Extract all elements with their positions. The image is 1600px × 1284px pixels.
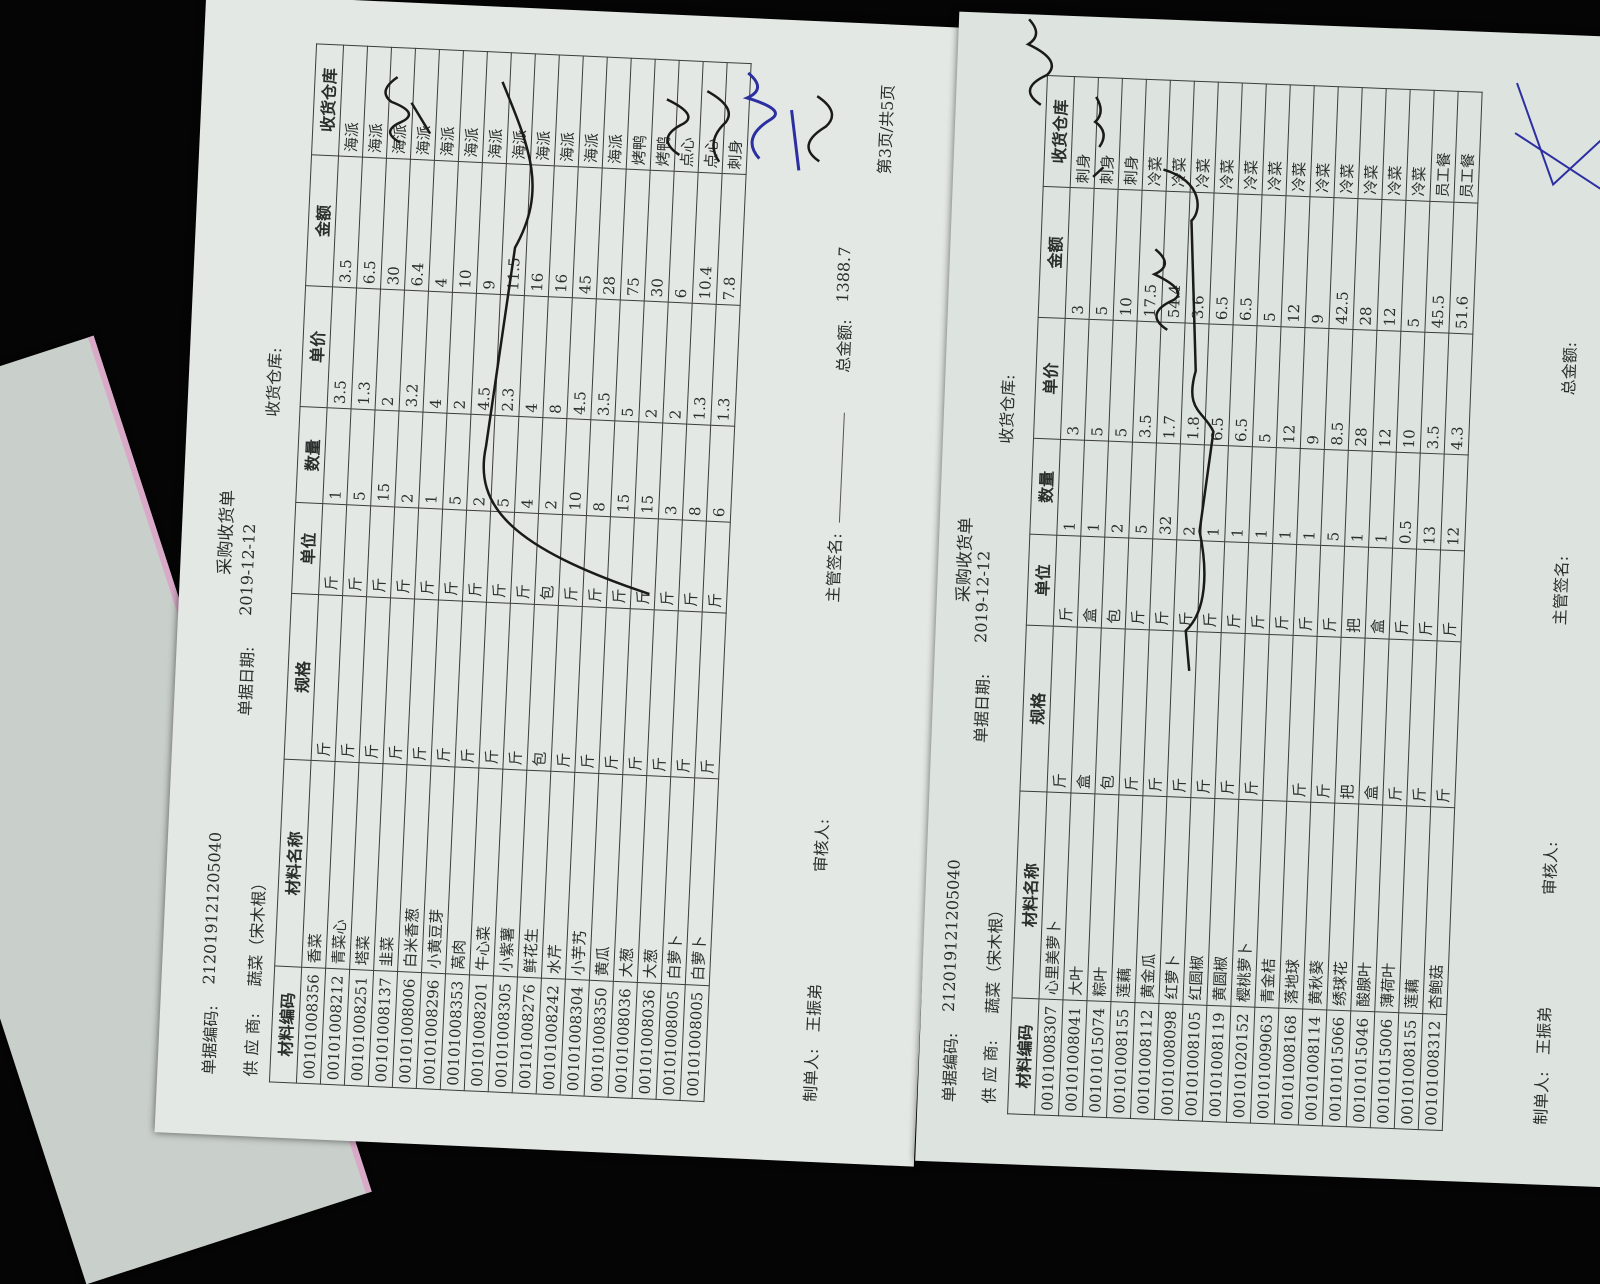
total-label: 总金额: bbox=[1559, 341, 1581, 396]
supplier-label: 供 应 商: bbox=[979, 1039, 1001, 1104]
amount-cell: 7.8 bbox=[716, 173, 747, 306]
receipt-page-next: 单据编码: 212019121205040 采购收货单 单据日期: 2019-1… bbox=[915, 11, 1600, 1189]
warehouse-cell: 刺身 bbox=[722, 62, 752, 175]
receipt-table: 材料编码 材料名称 规格 单位 数量 单价 金额 收货仓库 00101008356 香菜斤斤 1 3.… bbox=[269, 43, 752, 1102]
column-header: 单位 bbox=[1026, 534, 1057, 626]
doc-code: 212019121205040 bbox=[199, 831, 226, 985]
material-code-cell: 00101008312 bbox=[1418, 1013, 1447, 1131]
unit-cell: 斤 bbox=[1269, 543, 1297, 636]
receipt-page-3: 单据编码: 212019121205040 采购收货单 单据日期: 2019-1… bbox=[154, 0, 966, 1167]
maker: 王振弟 bbox=[1533, 1006, 1555, 1056]
material-code-cell: 00101008005 bbox=[680, 984, 710, 1102]
quantity-cell: 1 bbox=[1368, 451, 1397, 549]
warehouse-label: 收货仓库: bbox=[996, 374, 1019, 445]
reviewer-label: 审核人: bbox=[1539, 841, 1561, 896]
unit-cell: 斤 bbox=[1245, 542, 1273, 635]
unit-cell: 斤 bbox=[1413, 549, 1441, 641]
maker-label: 制单人: bbox=[1531, 1071, 1553, 1126]
quantity-cell: 12 bbox=[1440, 454, 1469, 551]
quantity-cell: 0.5 bbox=[1392, 452, 1421, 550]
unit-cell: 斤 bbox=[1437, 549, 1465, 642]
date-label: 单据日期: bbox=[235, 646, 258, 717]
column-header: 单位 bbox=[291, 502, 323, 595]
supervisor-signature-line bbox=[837, 412, 845, 523]
supplier: 蔬菜（宋木根） bbox=[982, 901, 1007, 1014]
unit-cell: 斤 bbox=[702, 521, 731, 613]
supplier: 蔬菜（宋木根） bbox=[245, 874, 270, 988]
unit-cell: 斤 bbox=[1149, 538, 1177, 631]
column-header: 数量 bbox=[1029, 438, 1061, 536]
reviewer-label: 审核人: bbox=[811, 818, 833, 873]
supervisor-label: 主管签名: bbox=[823, 532, 846, 603]
doc-code-label: 单据编码: bbox=[939, 1032, 962, 1103]
unit-cell: 盒 bbox=[1077, 536, 1105, 628]
receipt-table: 材料编码 材料名称 规格 单位 数量 单价 金额 收货仓库 00101008307 心里美萝卜斤斤… bbox=[1007, 75, 1483, 1131]
warehouse-label: 收货仓库: bbox=[263, 347, 286, 418]
unit-cell: 斤 bbox=[1053, 535, 1081, 627]
unit-price-cell: 1.3 bbox=[710, 304, 741, 427]
quantity-cell: 6 bbox=[706, 425, 735, 523]
page-info: 第3页/共5页 bbox=[874, 84, 898, 175]
column-header: 收货仓库 bbox=[1043, 75, 1075, 188]
total-label: 总金额: bbox=[833, 318, 856, 374]
supervisor-label: 主管签名: bbox=[1550, 555, 1572, 626]
supplier-label: 供 应 商: bbox=[241, 1012, 264, 1077]
signature-mark-blue bbox=[742, 71, 801, 171]
doc-date: 2019-12-12 bbox=[236, 523, 260, 617]
date-label: 单据日期: bbox=[971, 673, 993, 744]
doc-code: 212019121205040 bbox=[938, 858, 964, 1013]
signature-mark bbox=[807, 95, 834, 163]
unit-cell: 斤 bbox=[1317, 545, 1345, 638]
quantity-cell: 2 bbox=[1176, 444, 1205, 541]
spec-cell: 斤 bbox=[1430, 640, 1462, 808]
unit-cell: 斤 bbox=[1173, 539, 1201, 632]
unit-cell: 斤 bbox=[1221, 541, 1249, 634]
amount-cell: 51.6 bbox=[1448, 202, 1478, 335]
maker-label: 制单人: bbox=[800, 1048, 822, 1103]
maker: 王振弟 bbox=[803, 983, 825, 1033]
quantity-cell: 1 bbox=[1200, 445, 1229, 542]
signature-mark-blue bbox=[1514, 82, 1600, 198]
unit-cell: 斤 bbox=[1389, 548, 1417, 640]
unit-cell: 把 bbox=[1341, 546, 1369, 638]
total-amount: 1388.7 bbox=[832, 246, 855, 303]
unit-price-cell: 4.3 bbox=[1444, 333, 1473, 456]
unit-cell: 斤 bbox=[1293, 544, 1321, 637]
warehouse-cell: 员工餐 bbox=[1453, 91, 1483, 204]
unit-cell: 斤 bbox=[1125, 537, 1153, 630]
doc-date: 2019-12-12 bbox=[971, 550, 994, 644]
unit-cell: 盒 bbox=[1365, 547, 1393, 639]
unit-cell: 包 bbox=[1101, 537, 1129, 629]
doc-code-label: 单据编码: bbox=[199, 1004, 222, 1076]
quantity-cell: 1 bbox=[1344, 450, 1373, 548]
unit-cell: 斤 bbox=[1197, 540, 1225, 633]
doc-title: 采购收货单 bbox=[214, 489, 239, 576]
